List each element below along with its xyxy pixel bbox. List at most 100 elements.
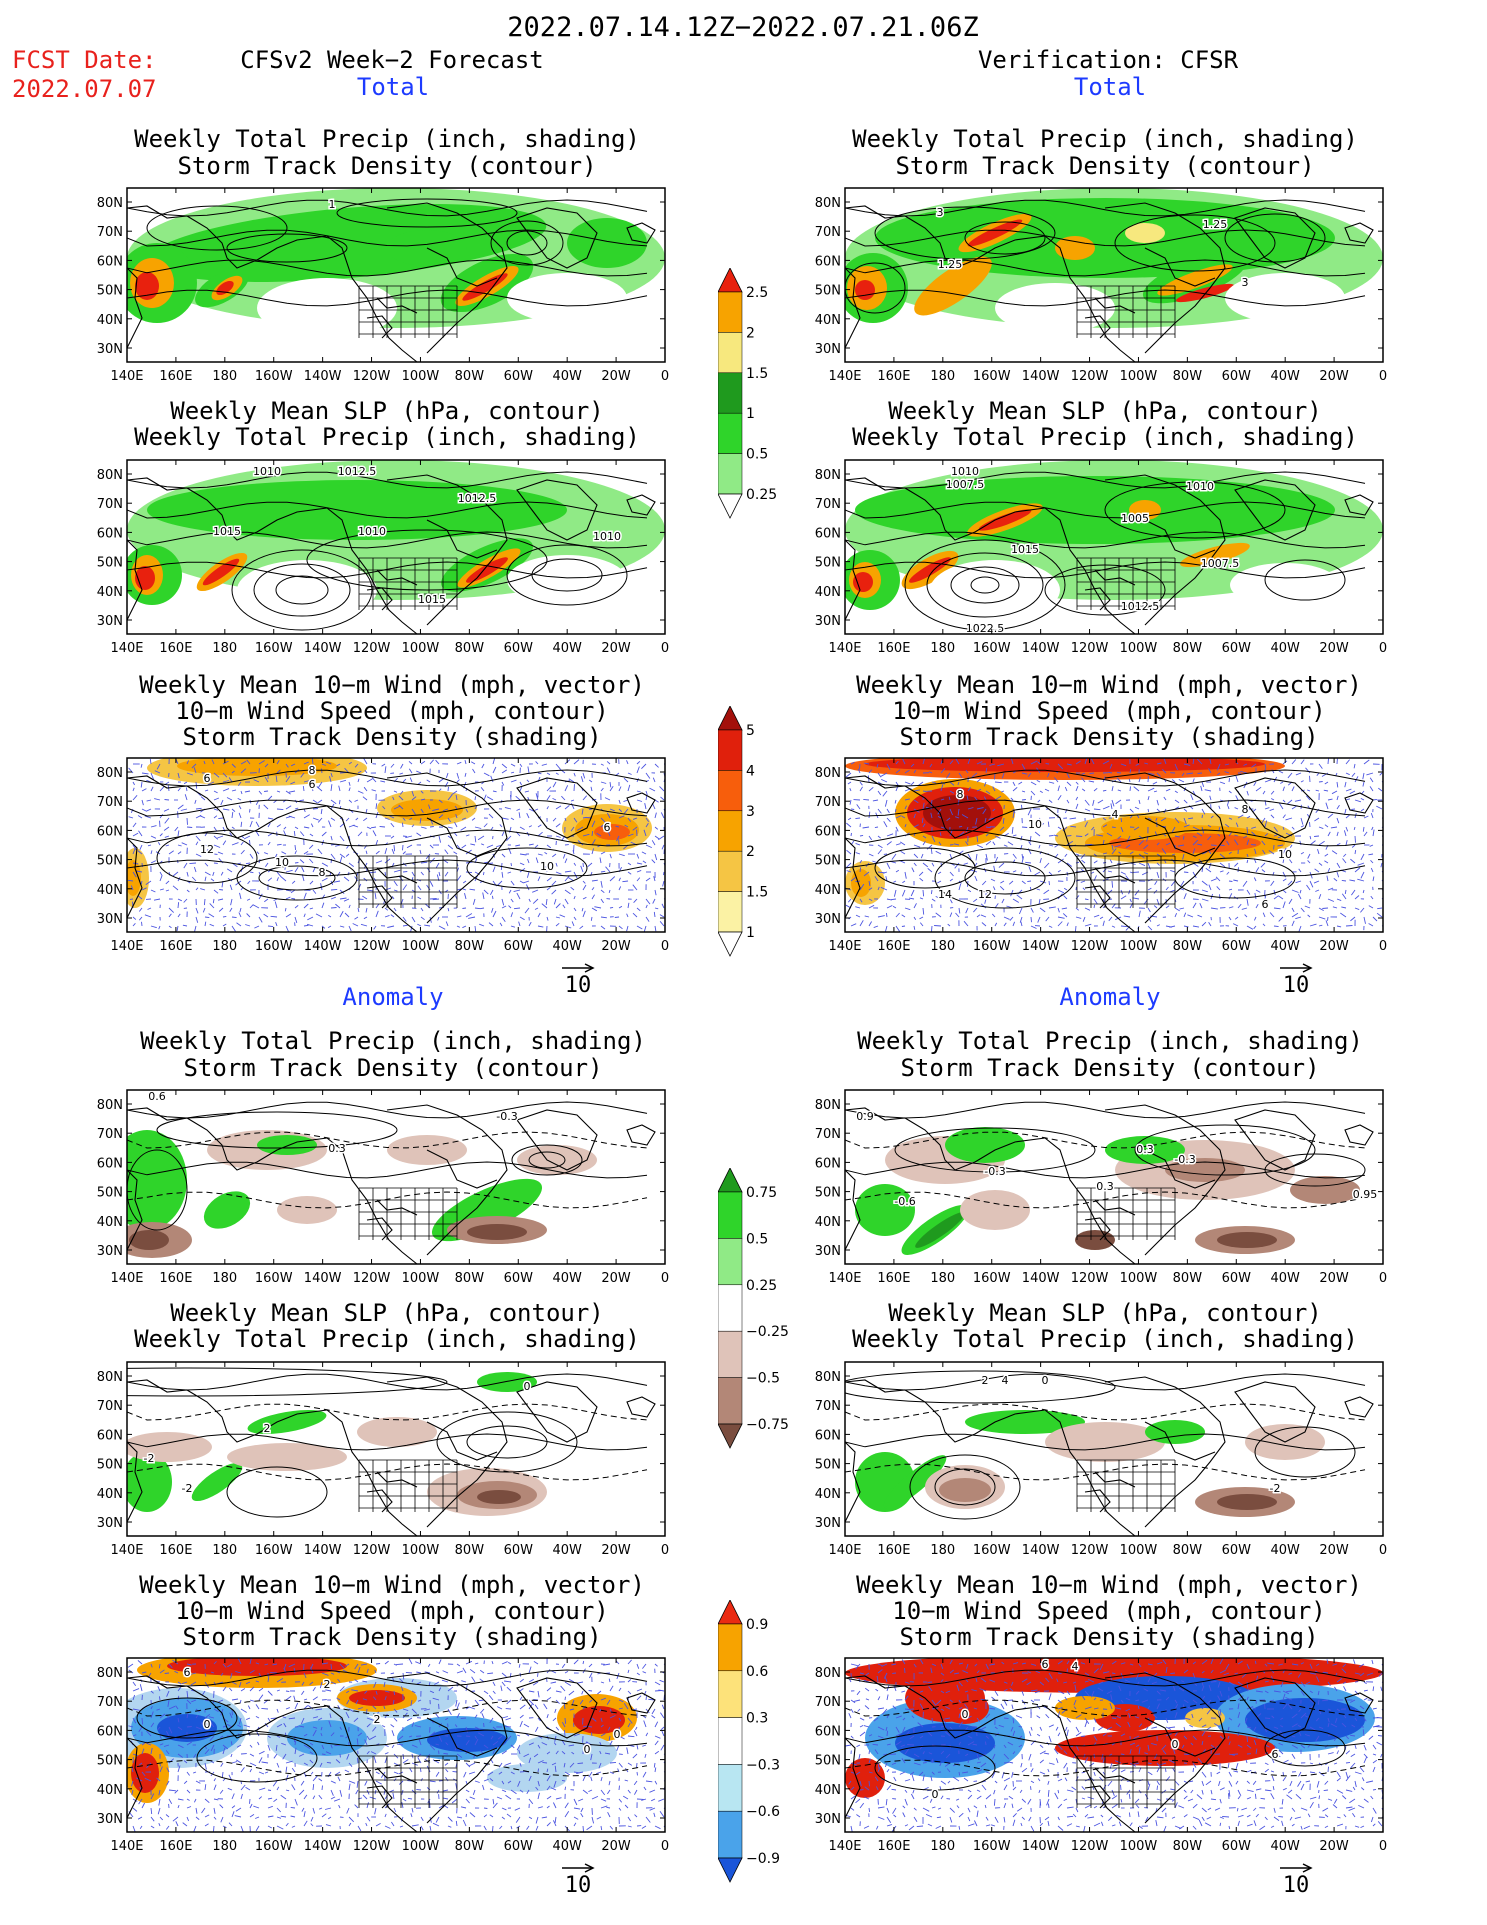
lat-label: 60N: [815, 824, 841, 839]
contour-label: 1010: [253, 465, 281, 478]
lat-label: 80N: [97, 1666, 123, 1681]
lon-label: 160W: [255, 939, 293, 954]
ref-vector-f-total: 10: [548, 963, 608, 998]
lat-label: 50N: [97, 284, 123, 299]
lat-label: 30N: [97, 912, 123, 927]
contour-label: 1010: [951, 465, 979, 478]
lon-label: 60W: [504, 1839, 534, 1854]
shading-region: [1045, 1422, 1165, 1462]
lon-label: 100W: [402, 641, 440, 656]
map-forecast-anomaly-precip-storm: 0.6 -0.3 0.3 80N 70N 60N 50N 40N 30N 140E 160E 180 1…: [87, 1089, 669, 1294]
lon-label: 100W: [1120, 1271, 1158, 1286]
colorbar-segment: [717, 412, 743, 454]
contour-label: 0: [1172, 1738, 1179, 1751]
lon-label: 140E: [110, 1543, 143, 1558]
lon-label: 0: [1379, 1271, 1387, 1286]
shading-region: [257, 1135, 317, 1155]
lon-label: 180: [930, 939, 955, 954]
contour-label: 0.6: [148, 1090, 166, 1103]
lon-label: 180: [212, 939, 237, 954]
lat-label: 80N: [97, 1370, 123, 1385]
lat-label: 50N: [97, 854, 123, 869]
lon-label: 40W: [552, 939, 582, 954]
contour-label: 12: [978, 888, 992, 901]
lon-label: 120W: [1071, 1839, 1109, 1854]
map-verification-anomaly-precip-storm: 0.9 -0.3 0.3 -0.3 0.95 -0.6 0.3 80N 70N 60N 50N 40N…: [805, 1089, 1387, 1294]
arrow-right-icon: [1280, 963, 1313, 973]
shading-region: [131, 1753, 159, 1793]
colorbar-label: 5: [746, 723, 755, 739]
shading-region: [135, 272, 159, 300]
colorbar-segment: [717, 1623, 743, 1672]
lat-label: 70N: [815, 1127, 841, 1142]
colorbar-segment: [717, 1670, 743, 1718]
contour-label: 6: [309, 778, 316, 791]
coastlines: [127, 202, 656, 362]
lon-label: 160W: [973, 1543, 1011, 1558]
lon-label: 80W: [1173, 1839, 1203, 1854]
title-f-anom-slp-2: Weekly Total Precip (inch, shading): [134, 1325, 640, 1353]
lat-label: 60N: [97, 1724, 123, 1739]
shading-region: [960, 1190, 1030, 1230]
lon-label: 140E: [828, 641, 861, 656]
colorbar-top-arrow: [717, 267, 743, 293]
shading-region: [147, 480, 567, 540]
lat-label: 40N: [97, 313, 123, 328]
shading-region: [995, 283, 1115, 333]
lon-label: 60W: [504, 1543, 534, 1558]
shading-region: [567, 218, 647, 268]
contour-label: 1012.5: [1121, 600, 1160, 613]
lat-label: 70N: [97, 225, 123, 240]
lat-label: 80N: [815, 1666, 841, 1681]
lat-label: 50N: [815, 1754, 841, 1769]
contour-label: 0.3: [1136, 1143, 1154, 1156]
lon-label: 140W: [1022, 939, 1060, 954]
shading-region: [462, 273, 508, 301]
coastlines: [845, 202, 1374, 362]
ref-vector-v-total: 10: [1266, 963, 1326, 998]
contour-label: 3: [1242, 276, 1249, 289]
lon-label: 0: [1379, 1839, 1387, 1854]
colorbar-bottom-arrow: [717, 931, 743, 957]
shading-region: [1245, 1698, 1365, 1742]
title-v-anom-wind-2: 10−m Wind Speed (mph, contour): [892, 1597, 1326, 1625]
title-f-anom-wind-3: Storm Track Density (shading): [182, 1623, 602, 1651]
lon-label: 160W: [255, 1543, 293, 1558]
lat-label: 70N: [97, 1695, 123, 1710]
colorbar-top-arrow: [717, 705, 743, 731]
wind-vectors: [127, 1658, 665, 1832]
contour-label: 10: [1278, 848, 1292, 861]
colorbar-label: 1: [746, 406, 755, 422]
contour-label: 6: [184, 1666, 191, 1679]
contour-label: 0.95: [1353, 1188, 1378, 1201]
us-state-borders: [1076, 1755, 1176, 1808]
map-frame: [126, 1361, 666, 1537]
lon-label: 140W: [304, 1543, 342, 1558]
lon-label: 180: [930, 1271, 955, 1286]
lat-label: 60N: [815, 254, 841, 269]
us-state-borders: [1076, 285, 1176, 338]
lat-label: 80N: [815, 196, 841, 211]
colorbar-storm-density-total: 5 4 3 2 1.5 1: [717, 705, 808, 964]
title-v-anom-wind-3: Storm Track Density (shading): [899, 1623, 1319, 1651]
lon-label: 120W: [353, 939, 391, 954]
title-v-total-slp-1: Weekly Mean SLP (hPa, contour): [888, 397, 1322, 425]
lat-label: 60N: [97, 824, 123, 839]
ref-vector-label: 10: [564, 1873, 592, 1898]
contour-label: 1022.5: [966, 622, 1005, 635]
lon-label: 140W: [1022, 641, 1060, 656]
lat-label: 40N: [815, 1487, 841, 1502]
lon-label: 140W: [1022, 1839, 1060, 1854]
colorbar-storm-density-anomaly: 0.9 0.6 0.3 −0.3 −0.6 −0.9: [717, 1599, 808, 1890]
contour-label: 1007.5: [946, 478, 985, 491]
contour-label: 10: [1028, 818, 1042, 831]
colorbar-segment: [717, 810, 743, 852]
shading-region: [1055, 1696, 1115, 1720]
contour-label: 4: [1112, 808, 1119, 821]
contour-lines: [845, 1370, 1366, 1520]
lon-label: 40W: [552, 1271, 582, 1286]
map-forecast-anomaly-wind: 6 2 0 2 0 0 80N 70N 60N 50N 40N 30N 140E 160E 180 160W 1…: [87, 1657, 669, 1862]
shading-region: [237, 560, 377, 620]
lon-label: 140W: [304, 939, 342, 954]
lat-label: 40N: [97, 585, 123, 600]
